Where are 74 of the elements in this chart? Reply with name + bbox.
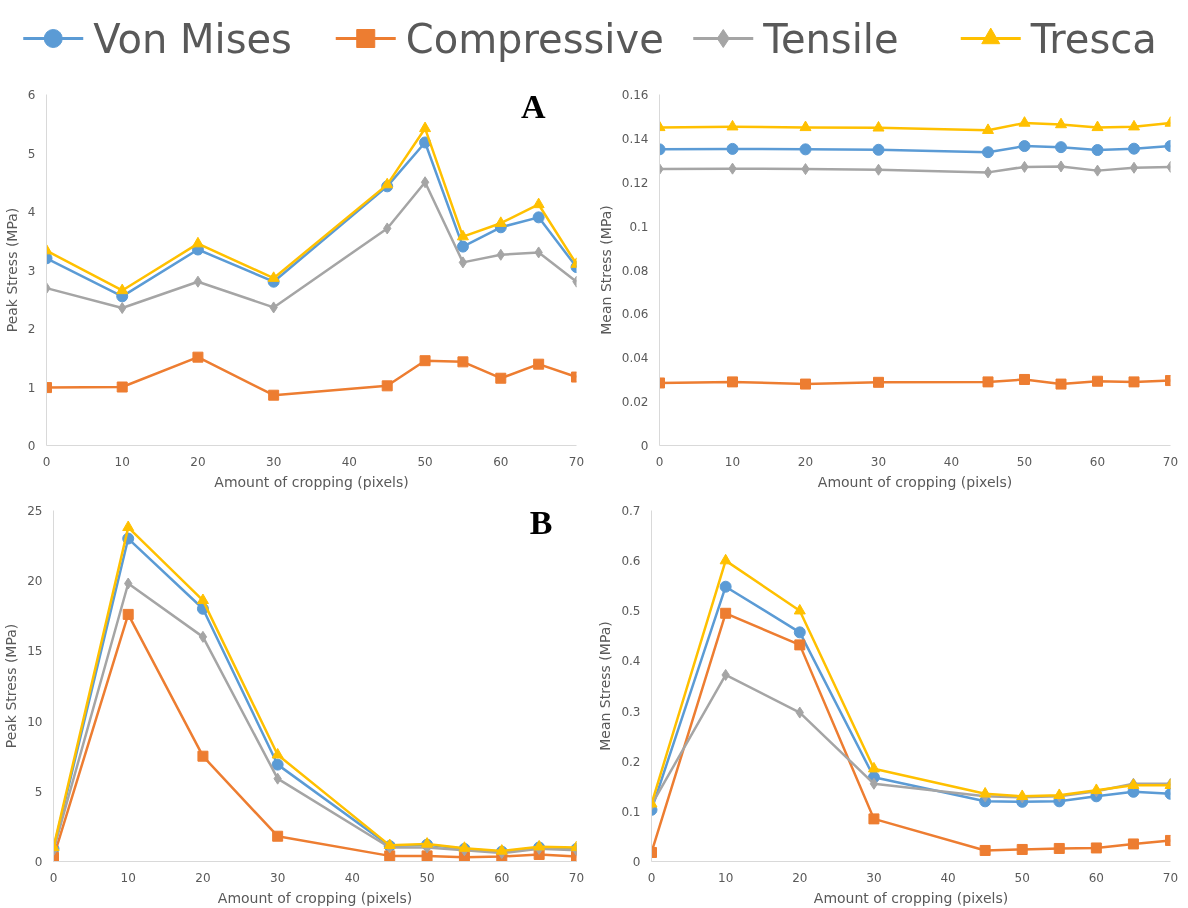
y-axis-title: Mean Stress (MPa)	[597, 205, 614, 335]
y-tick-label: 0	[640, 439, 649, 453]
x-tick-label: 50	[417, 454, 433, 469]
y-tick-label: 0.04	[621, 351, 649, 366]
x-tick-label: 60	[494, 870, 510, 885]
x-axis-title: Amount of cropping (pixels)	[217, 889, 413, 906]
y-tick-label: 0.12	[621, 175, 649, 190]
x-tick-label: 30	[270, 870, 286, 885]
y-tick-label: 3	[27, 263, 36, 278]
y-tick-label: 0	[632, 855, 641, 869]
y-axis-title: Peak Stress (MPa)	[3, 207, 20, 333]
legend-label: Tresca	[1029, 15, 1157, 62]
y-tick-label: 0.4	[621, 654, 641, 669]
x-tick-label: 10	[114, 454, 130, 469]
y-tick-label: 0.06	[621, 307, 649, 322]
y-tick-label: 1	[27, 380, 36, 395]
y-tick-label: 0.2	[621, 754, 641, 769]
x-tick-label: 30	[866, 870, 882, 885]
y-tick-label: 0.7	[621, 504, 641, 518]
x-tick-label: 60	[1088, 870, 1104, 885]
x-tick-label: 70	[1162, 870, 1179, 885]
x-tick-label: 10	[724, 454, 741, 469]
x-tick-label: 70	[568, 454, 585, 469]
y-tick-label: 0.1	[629, 219, 649, 234]
y-tick-label: 0.3	[621, 704, 641, 719]
x-tick-label: 40	[943, 454, 960, 469]
x-tick-label: 50	[1016, 454, 1033, 469]
x-tick-label: 30	[870, 454, 887, 469]
x-axis-title: Amount of cropping (pixels)	[214, 473, 409, 490]
legend-label: Von Mises	[93, 15, 292, 62]
y-axis-title: Mean Stress (MPa)	[597, 621, 614, 751]
y-tick-label: 0	[34, 855, 43, 869]
y-tick-label: 0.14	[621, 131, 649, 146]
y-tick-label: 5	[27, 146, 36, 161]
x-tick-label: 50	[1014, 870, 1030, 885]
x-tick-label: 50	[419, 870, 435, 885]
x-tick-label: 70	[1162, 454, 1179, 469]
y-tick-label: 10	[27, 714, 43, 729]
y-tick-label: 20	[27, 574, 43, 589]
legend-label: Compressive	[405, 15, 664, 62]
annotation: A	[520, 87, 546, 125]
x-tick-label: 40	[940, 870, 956, 885]
annotation: B	[529, 503, 553, 541]
x-tick-label: 60	[1089, 454, 1106, 469]
y-axis-title: Peak Stress (MPa)	[3, 623, 20, 749]
x-axis-title: Amount of cropping (pixels)	[813, 889, 1009, 906]
y-tick-label: 15	[27, 644, 43, 659]
y-tick-label: 0	[27, 439, 36, 453]
x-tick-label: 20	[797, 454, 814, 469]
x-tick-label: 20	[792, 870, 808, 885]
x-tick-label: 10	[120, 870, 136, 885]
x-tick-label: 10	[718, 870, 734, 885]
x-tick-label: 20	[195, 870, 211, 885]
y-tick-label: 0.02	[621, 395, 649, 410]
x-tick-label: 60	[493, 454, 509, 469]
y-tick-label: 4	[27, 205, 36, 219]
y-tick-label: 0.16	[621, 88, 649, 102]
x-tick-label: 70	[568, 870, 585, 885]
x-tick-label: 40	[341, 454, 357, 469]
x-tick-label: 40	[344, 870, 360, 885]
y-tick-label: 6	[27, 88, 36, 102]
x-tick-label: 20	[190, 454, 206, 469]
x-tick-label: 30	[266, 454, 282, 469]
y-tick-label: 0.08	[621, 263, 649, 278]
y-tick-label: 0.5	[621, 604, 641, 619]
x-tick-label: 0	[49, 870, 58, 885]
y-tick-label: 5	[34, 784, 43, 799]
legend-label: Tensile	[762, 15, 899, 62]
y-tick-label: 0.1	[621, 804, 641, 819]
y-tick-label: 2	[27, 322, 36, 336]
x-tick-label: 0	[655, 454, 664, 469]
y-tick-label: 25	[27, 504, 43, 518]
y-tick-label: 0.6	[621, 554, 641, 569]
x-axis-title: Amount of cropping (pixels)	[817, 473, 1013, 490]
